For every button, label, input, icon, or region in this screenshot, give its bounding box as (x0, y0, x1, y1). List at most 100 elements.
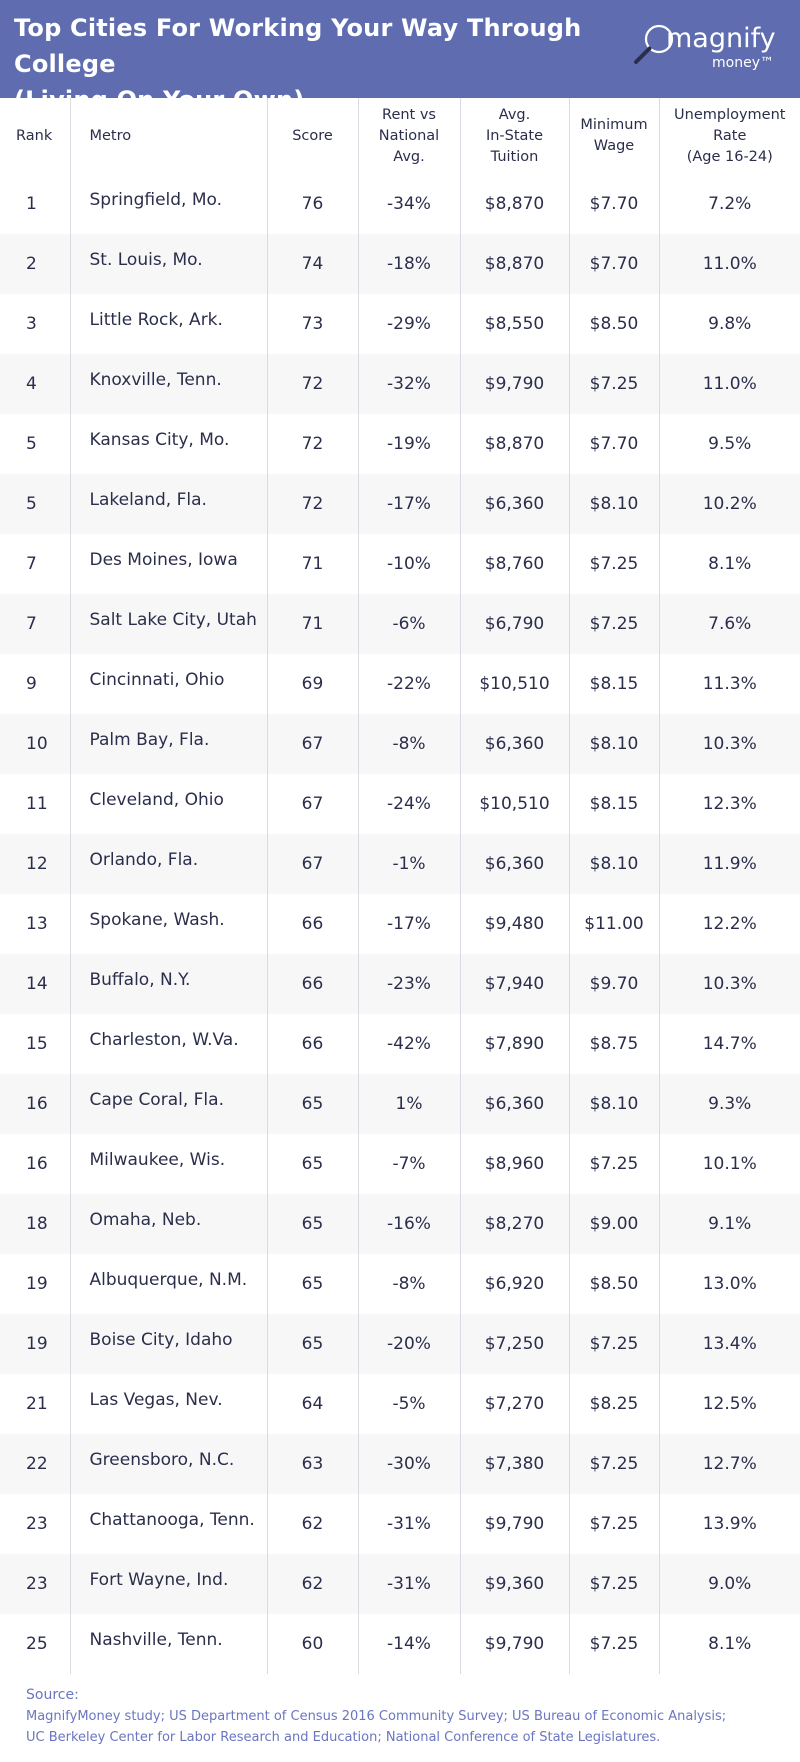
cell-tuition: $6,360 (460, 834, 570, 894)
cell-unemployment: 13.9% (659, 1494, 800, 1554)
cell-rank: 13 (0, 894, 71, 954)
cell-metro: Knoxville, Tenn. (70, 354, 268, 414)
table-row: 16 Cape Coral, Fla. 65 1% $6,360 $8.10 9.3% (0, 1074, 800, 1134)
cell-metro: Little Rock, Ark. (70, 294, 268, 354)
cell-score: 65 (267, 1314, 359, 1374)
cell-unemployment: 13.4% (659, 1314, 800, 1374)
cell-unemployment: 10.3% (659, 954, 800, 1014)
cell-wage: $7.70 (569, 414, 660, 474)
table-row: 3 Little Rock, Ark. 73 -29% $8,550 $8.50 9.8% (0, 294, 800, 354)
cell-tuition: $6,920 (460, 1254, 570, 1314)
cell-rent: -20% (358, 1314, 461, 1374)
cell-rank: 25 (0, 1614, 71, 1674)
cell-wage: $8.10 (569, 714, 660, 774)
cell-wage: $8.15 (569, 774, 660, 834)
cell-score: 67 (267, 774, 359, 834)
cell-tuition: $9,790 (460, 1614, 570, 1674)
cell-score: 71 (267, 594, 359, 654)
cell-rent: -14% (358, 1614, 461, 1674)
cell-tuition: $6,790 (460, 594, 570, 654)
cell-metro: Nashville, Tenn. (70, 1614, 268, 1674)
header-line: Rent vs (382, 106, 436, 123)
cell-score: 65 (267, 1134, 359, 1194)
cell-metro: Boise City, Idaho (70, 1314, 268, 1374)
cell-rent: -23% (358, 954, 461, 1014)
cell-score: 65 (267, 1074, 359, 1134)
table-body: 1 Springfield, Mo. 76 -34% $8,870 $7.70 7.2% 2 S… (0, 174, 800, 1674)
col-header-rent: Rent vs National Avg. (358, 98, 461, 174)
table-header-row: Rank Metro Score Rent vs National Avg. Avg… (0, 98, 800, 174)
cell-rank: 12 (0, 834, 71, 894)
header-line: Minimum (580, 117, 648, 133)
cell-tuition: $8,960 (460, 1134, 570, 1194)
cell-rank: 19 (0, 1254, 71, 1314)
cell-rent: -18% (358, 234, 461, 294)
cell-rent: -8% (358, 1254, 461, 1314)
header-line: In-State (485, 127, 544, 144)
cell-unemployment: 7.6% (659, 594, 800, 654)
cell-unemployment: 10.1% (659, 1134, 800, 1194)
cell-metro: St. Louis, Mo. (70, 234, 268, 294)
cell-rank: 18 (0, 1194, 71, 1254)
table-row: 1 Springfield, Mo. 76 -34% $8,870 $7.70 7.2% (0, 174, 800, 234)
cell-rent: -7% (358, 1134, 461, 1194)
cell-tuition: $6,360 (460, 474, 570, 534)
table-row: 5 Lakeland, Fla. 72 -17% $6,360 $8.10 10.2% (0, 474, 800, 534)
cell-unemployment: 12.2% (659, 894, 800, 954)
cell-wage: $7.25 (569, 1494, 660, 1554)
header-banner: Top Cities For Working Your Way Through … (0, 0, 800, 114)
cell-wage: $7.25 (569, 594, 660, 654)
cell-tuition: $7,890 (460, 1014, 570, 1074)
cell-score: 71 (267, 534, 359, 594)
cell-score: 72 (267, 354, 359, 414)
col-header-score: Score (267, 98, 359, 174)
cell-metro: Lakeland, Fla. (70, 474, 268, 534)
col-header-metro: Metro (70, 98, 268, 174)
cell-wage: $8.10 (569, 834, 660, 894)
cell-rent: -32% (358, 354, 461, 414)
cell-unemployment: 13.0% (659, 1254, 800, 1314)
cell-wage: $11.00 (569, 894, 660, 954)
table-row: 21 Las Vegas, Nev. 64 -5% $7,270 $8.25 12.5% (0, 1374, 800, 1434)
cell-wage: $7.25 (569, 1314, 660, 1374)
cell-rank: 7 (0, 594, 71, 654)
cell-metro: Omaha, Neb. (70, 1194, 268, 1254)
cell-tuition: $8,550 (460, 294, 570, 354)
cell-wage: $8.15 (569, 654, 660, 714)
cell-rent: -1% (358, 834, 461, 894)
table-row: 10 Palm Bay, Fla. 67 -8% $6,360 $8.10 10.3% (0, 714, 800, 774)
cell-metro: Palm Bay, Fla. (70, 714, 268, 774)
col-header-wage: Minimum Wage (569, 98, 660, 174)
cell-rent: -17% (358, 894, 461, 954)
table-row: 5 Kansas City, Mo. 72 -19% $8,870 $7.70 9.5% (0, 414, 800, 474)
cell-unemployment: 9.5% (659, 414, 800, 474)
cell-tuition: $8,870 (460, 174, 570, 234)
cell-tuition: $10,510 (460, 774, 570, 834)
cell-tuition: $6,360 (460, 1074, 570, 1134)
table-row: 7 Salt Lake City, Utah 71 -6% $6,790 $7.25 7.6… (0, 594, 800, 654)
cell-rent: -24% (358, 774, 461, 834)
cell-wage: $8.50 (569, 294, 660, 354)
cell-unemployment: 9.8% (659, 294, 800, 354)
cell-score: 73 (267, 294, 359, 354)
cell-tuition: $9,480 (460, 894, 570, 954)
cell-rank: 11 (0, 774, 71, 834)
cell-rent: -42% (358, 1014, 461, 1074)
cell-wage: $8.25 (569, 1374, 660, 1434)
cell-score: 74 (267, 234, 359, 294)
cell-rent: -10% (358, 534, 461, 594)
cell-rent: -34% (358, 174, 461, 234)
cell-tuition: $7,250 (460, 1314, 570, 1374)
cell-metro: Cleveland, Ohio (70, 774, 268, 834)
cell-metro: Chattanooga, Tenn. (70, 1494, 268, 1554)
cell-metro: Albuquerque, N.M. (70, 1254, 268, 1314)
cell-metro: Cincinnati, Ohio (70, 654, 268, 714)
cell-unemployment: 9.0% (659, 1554, 800, 1614)
cell-tuition: $8,270 (460, 1194, 570, 1254)
cell-unemployment: 12.5% (659, 1374, 800, 1434)
table-row: 4 Knoxville, Tenn. 72 -32% $9,790 $7.25 11.0% (0, 354, 800, 414)
cell-score: 64 (267, 1374, 359, 1434)
table-row: 23 Fort Wayne, Ind. 62 -31% $9,360 $7.25 9.0% (0, 1554, 800, 1614)
cell-rank: 23 (0, 1494, 71, 1554)
cell-score: 65 (267, 1194, 359, 1254)
